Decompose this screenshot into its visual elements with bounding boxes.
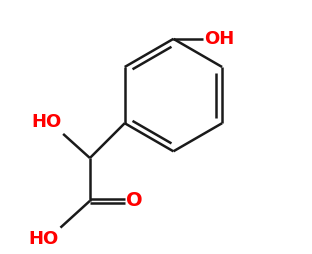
Text: HO: HO [32,113,62,131]
Text: OH: OH [204,30,234,48]
Text: O: O [126,191,143,210]
Text: HO: HO [29,230,59,248]
